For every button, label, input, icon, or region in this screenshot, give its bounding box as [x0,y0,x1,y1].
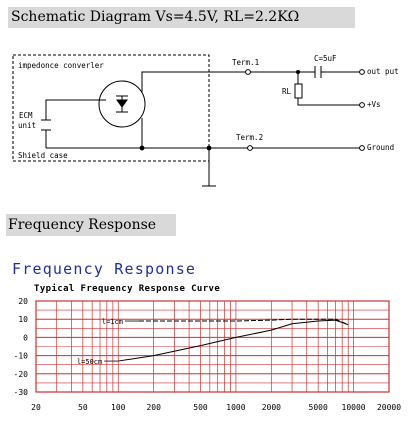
ground-label: Ground [367,143,394,152]
x-tick-label: 50 [78,403,88,412]
y-tick-label: -10 [14,352,29,361]
ecm-label: ECM [19,111,33,120]
output-label: out put [367,67,399,76]
x-tick-label: 200 [146,403,161,412]
term1-terminal [245,69,251,75]
series-label: l=1cm [102,318,123,326]
term2-label: Term.2 [236,133,263,142]
ecm-unit-label: unit [18,121,36,130]
chart-title: Frequency Response [12,260,197,278]
x-tick-label: 20 [31,403,41,412]
term2-terminal [247,145,253,151]
y-tick-label: 20 [18,297,28,306]
series-line [138,318,349,326]
fet-symbol [98,80,146,128]
vs-label: +Vs [367,100,381,109]
series-label: l=50cm [77,358,102,366]
x-tick-label: 100 [111,403,126,412]
shield-case-box [12,54,210,162]
y-tick-label: 10 [18,315,28,324]
x-tick-label: 500 [193,403,208,412]
y-tick-label: 0 [23,333,28,342]
x-tick-label: 10000 [342,403,366,412]
schematic-diagram: impedonce converler ECM unit Shield case… [12,54,399,187]
series-line [118,319,349,362]
x-tick-label: 1000 [226,403,245,412]
ecm-wire [41,129,51,148]
frequency-heading: Frequency Response [6,214,176,236]
x-tick-label: 5000 [309,403,328,412]
x-tick-label: 2000 [262,403,281,412]
schematic-title: Schematic Diagram Vs=4.5V, RL=2.2KΩ [8,7,355,28]
box-label: impedonce converler [18,61,104,70]
shield-label: Shield case [18,151,68,160]
plot-frame [35,300,390,393]
x-tick-label: 20000 [377,403,401,412]
y-tick-label: -20 [14,370,29,379]
rl-label: RL [282,87,292,96]
capacitor-label: C=5uF [314,54,337,63]
y-tick-label: -30 [14,388,29,397]
chart-subtitle: Typical Frequency Response Curve [34,284,221,294]
term1-label: Term.1 [232,58,259,67]
